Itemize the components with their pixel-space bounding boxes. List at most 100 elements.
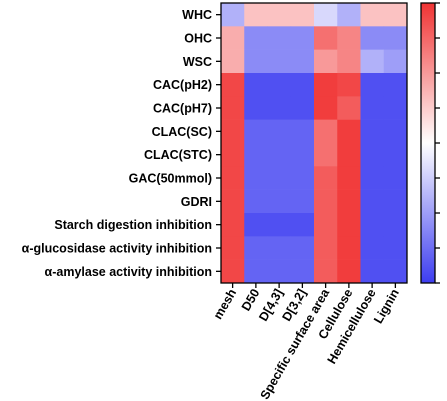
- row-label: WSC: [183, 55, 212, 69]
- heatmap-cell: [360, 166, 385, 190]
- heatmap-cell: [314, 259, 338, 284]
- heatmap-cell: [244, 73, 268, 97]
- heatmap-cell: [290, 96, 315, 120]
- heatmap-cell: [267, 119, 292, 144]
- heatmap-cell: [383, 236, 408, 260]
- heatmap-cell: [290, 213, 315, 237]
- plot-border: [220, 2, 408, 284]
- heatmap-cell: [383, 143, 408, 167]
- heatmap-cell: [360, 213, 385, 237]
- row-label: CAC(pH7): [153, 102, 212, 116]
- heatmap-cell: [267, 26, 292, 50]
- heatmap-cell: [244, 3, 268, 27]
- heatmap-cell: [383, 73, 408, 97]
- heatmap-cell: [244, 213, 268, 237]
- heatmap-cell: [337, 49, 361, 74]
- heatmap-cell: [290, 73, 315, 97]
- row-label: OHC: [184, 32, 212, 46]
- heatmap-cell: [360, 189, 385, 214]
- heatmap-cell: [221, 189, 245, 214]
- heatmap-cell: [221, 259, 245, 284]
- heatmap-cell: [337, 189, 361, 214]
- heatmap-cell: [360, 26, 385, 50]
- heatmap-cell: [221, 49, 245, 74]
- row-label: CLAC(SC): [152, 125, 212, 139]
- row-labels: WHC OHC WSC CAC(pH2) CAC(pH7) CLAC(SC) CLAC(ST…: [22, 8, 212, 279]
- heatmap-cell: [267, 73, 292, 97]
- heatmap-cell: [244, 119, 268, 144]
- heatmap-cell: [267, 213, 292, 237]
- heatmap-cell: [314, 166, 338, 190]
- heatmap-cell: [244, 26, 268, 50]
- heatmap-cell: [360, 73, 385, 97]
- heatmap-cell: [221, 96, 245, 120]
- heatmap-cell: [290, 143, 315, 167]
- heatmap-cell: [314, 119, 338, 144]
- heatmap-cell: [221, 26, 245, 50]
- heatmap-cell: [383, 3, 408, 27]
- heatmap-cell: [267, 189, 292, 214]
- heatmap-cell: [383, 213, 408, 237]
- heatmap-cell: [314, 26, 338, 50]
- row-label: WHC: [182, 8, 212, 22]
- heatmap-cell: [221, 143, 245, 167]
- heatmap-cell: [337, 73, 361, 97]
- heatmap-cell: [383, 96, 408, 120]
- heatmap-cell: [221, 236, 245, 260]
- heatmap-cell: [314, 189, 338, 214]
- heatmap-cell: [290, 189, 315, 214]
- column-label: mesh: [211, 287, 239, 322]
- heatmap-cell: [290, 166, 315, 190]
- heatmap-cell: [314, 213, 338, 237]
- heatmap-cell: [267, 236, 292, 260]
- heatmap-cell: [244, 143, 268, 167]
- heatmap-cell: [360, 96, 385, 120]
- x-ticks: [231, 283, 397, 288]
- heatmap-cell: [383, 26, 408, 50]
- heatmap-cell: [244, 96, 268, 120]
- heatmap-cell: [337, 3, 361, 27]
- heatmap-cell: [314, 49, 338, 74]
- y-ticks: [216, 14, 221, 272]
- heatmap-cell: [360, 119, 385, 144]
- colorbar-gradient: [420, 2, 436, 284]
- heatmap-cell: [267, 259, 292, 284]
- heatmap-cell: [314, 73, 338, 97]
- heatmap-cell: [337, 166, 361, 190]
- heatmap-cell: [221, 119, 245, 144]
- heatmap-cell: [267, 49, 292, 74]
- heatmap-cell: [314, 143, 338, 167]
- heatmap-cell: [221, 73, 245, 97]
- heatmap-cell: [290, 236, 315, 260]
- heatmap-cell: [360, 143, 385, 167]
- heatmap-cell: [337, 96, 361, 120]
- heatmap-cell: [360, 259, 385, 284]
- heatmap-cell: [244, 259, 268, 284]
- row-label: GAC(50mmol): [129, 172, 212, 186]
- heatmap-cell: [337, 143, 361, 167]
- heatmap-cell: [267, 143, 292, 167]
- heatmap-cell: [360, 236, 385, 260]
- heatmap-cell: [267, 96, 292, 120]
- heatmap-cell: [314, 96, 338, 120]
- heatmap-cell: [337, 119, 361, 144]
- row-label: GDRI: [181, 195, 212, 209]
- heatmap-cells: [221, 3, 408, 284]
- heatmap-cell: [383, 189, 408, 214]
- heatmap-cell: [221, 166, 245, 190]
- colorbar-ticks: [435, 2, 440, 284]
- heatmap-cell: [360, 49, 385, 74]
- heatmap-cell: [337, 213, 361, 237]
- heatmap-cell: [290, 3, 315, 27]
- heatmap-cell: [290, 259, 315, 284]
- heatmap-cell: [290, 26, 315, 50]
- heatmap-cell: [314, 3, 338, 27]
- heatmap-cell: [267, 3, 292, 27]
- heatmap-cell: [383, 259, 408, 284]
- heatmap-cell: [290, 119, 315, 144]
- heatmap-cell: [221, 213, 245, 237]
- row-label: CLAC(STC): [144, 148, 212, 162]
- colorbar: [420, 2, 440, 284]
